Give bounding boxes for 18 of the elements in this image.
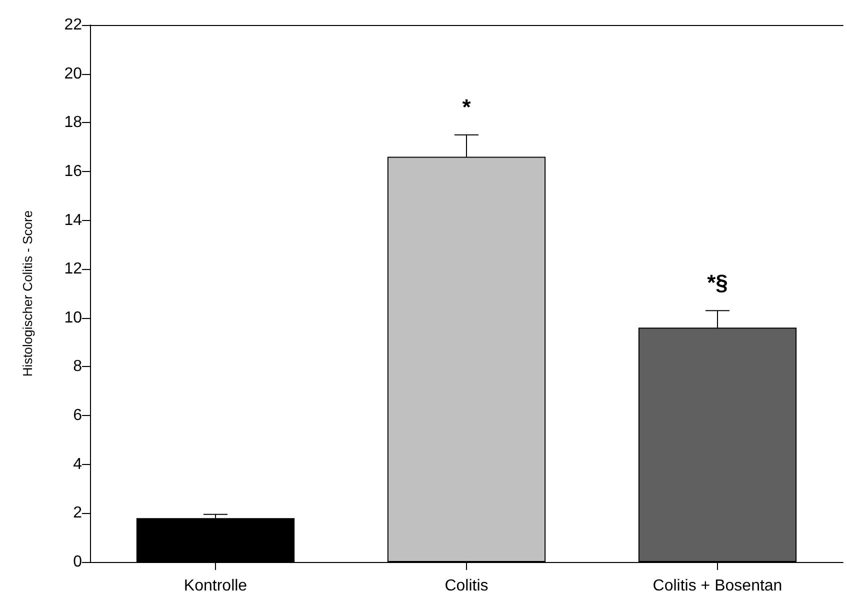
y-tick-label: 12 bbox=[64, 260, 82, 278]
y-tick-label: 10 bbox=[64, 309, 82, 326]
y-tick-label: 4 bbox=[73, 456, 82, 473]
annotation: *§ bbox=[707, 270, 728, 296]
y-tick-label: 0 bbox=[73, 554, 82, 570]
y-tick-label: 16 bbox=[64, 162, 82, 180]
x-tick-label: Colitis bbox=[444, 578, 488, 594]
y-tick-label: 18 bbox=[64, 114, 82, 132]
y-tick-label: 8 bbox=[73, 358, 82, 376]
x-tick-label: Colitis + Bosentan bbox=[652, 578, 782, 594]
y-tick-label: 2 bbox=[73, 504, 82, 522]
y-axis-title: Histologischer Colitis - Score bbox=[20, 210, 35, 377]
x-tick-label: Kontrolle bbox=[184, 578, 248, 594]
y-tick-label: 22 bbox=[64, 16, 82, 34]
annotation: * bbox=[462, 94, 472, 120]
y-tick-label: 20 bbox=[64, 65, 82, 82]
y-tick-label: 6 bbox=[73, 407, 82, 424]
y-tick-label: 14 bbox=[64, 212, 82, 229]
